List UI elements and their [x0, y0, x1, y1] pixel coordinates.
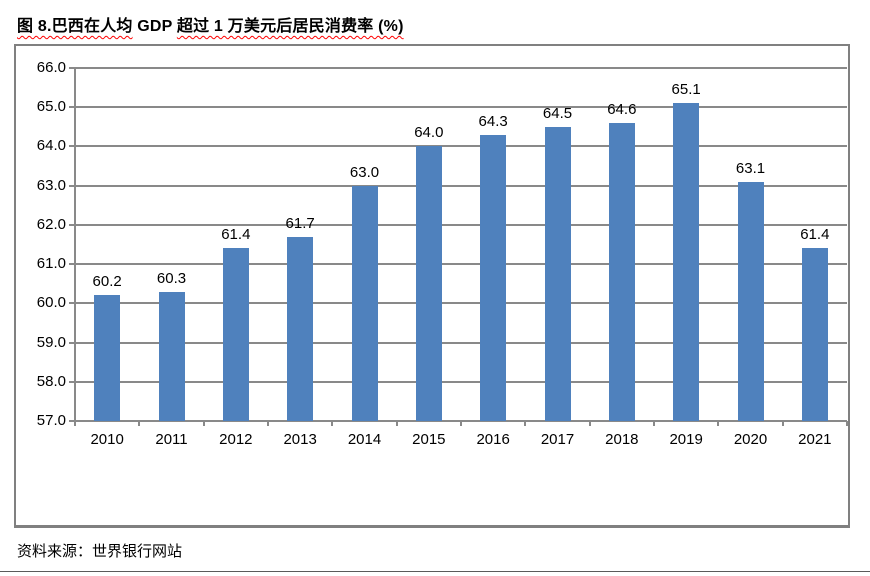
bar — [351, 185, 378, 421]
x-tick — [331, 421, 334, 426]
y-tick-label: 59.0 — [36, 333, 66, 351]
y-tick-label: 62.0 — [36, 215, 66, 233]
x-tick — [74, 421, 76, 426]
gridline — [75, 223, 847, 226]
bar — [544, 126, 571, 421]
x-category-label: 2021 — [798, 431, 832, 448]
x-tick — [781, 421, 784, 426]
source-note: 资料来源：世界银行网站 — [17, 543, 183, 560]
bar — [480, 134, 507, 421]
y-axis-line — [74, 68, 76, 422]
x-category-label: 2020 — [733, 431, 768, 448]
x-tick — [524, 421, 527, 426]
gridline — [75, 302, 847, 305]
x-tick — [588, 421, 591, 426]
x-tick — [202, 421, 205, 426]
y-tick — [69, 145, 75, 148]
chart-title: 图 8.巴西在人均 GDP 超过 1 万美元后居民消费率 (%) — [17, 12, 404, 36]
y-tick — [69, 263, 75, 266]
y-tick-label: 65.0 — [36, 98, 66, 116]
x-category-label: 2011 — [155, 431, 188, 448]
gridline — [75, 380, 847, 383]
y-tick-label: 60.0 — [36, 294, 66, 312]
bar-value-label: 64.6 — [607, 100, 637, 118]
bar-value-label: 65.1 — [671, 81, 701, 99]
x-category-label: 2010 — [90, 431, 124, 448]
bar — [222, 248, 249, 421]
x-category-label: 2017 — [540, 431, 575, 448]
y-tick — [69, 341, 75, 344]
bar-value-label: 61.7 — [285, 214, 315, 232]
bar-value-label: 64.5 — [542, 104, 573, 122]
bar — [673, 103, 700, 421]
y-tick — [69, 420, 75, 422]
bar — [608, 122, 635, 421]
gridline — [75, 67, 847, 69]
bar-value-label: 61.4 — [221, 226, 251, 244]
bar-value-label: 64.3 — [478, 112, 508, 130]
bar-value-label: 60.2 — [92, 273, 122, 291]
bar — [94, 295, 121, 421]
title-segment: GDP — [132, 18, 177, 35]
title-segment: 超过 1 万美元后居民消费率 (%) — [176, 18, 404, 35]
bar — [737, 181, 764, 421]
x-category-label: 2019 — [669, 431, 703, 448]
y-tick-label: 61.0 — [36, 255, 66, 273]
title-segment: 图 8.巴西在人均 — [17, 18, 133, 35]
x-tick — [460, 421, 462, 426]
gridline — [75, 184, 847, 187]
bar — [415, 146, 442, 421]
x-category-label: 2014 — [347, 431, 382, 448]
x-tick — [138, 421, 141, 426]
y-tick-label: 66.0 — [36, 59, 66, 76]
bar — [801, 248, 828, 421]
x-category-label: 2013 — [283, 431, 317, 448]
x-tick — [653, 421, 655, 426]
y-tick-label: 64.0 — [36, 137, 66, 155]
bottom-divider — [0, 571, 870, 572]
x-tick — [395, 421, 398, 426]
y-tick — [69, 106, 75, 109]
y-tick — [69, 380, 75, 383]
gridline — [75, 106, 847, 109]
bar-value-label: 63.0 — [349, 163, 380, 181]
bar-value-label: 63.1 — [735, 159, 766, 177]
y-tick — [69, 67, 75, 69]
y-tick-label: 63.0 — [36, 176, 66, 194]
x-category-label: 2018 — [605, 431, 639, 448]
y-tick-label: 57.0 — [36, 412, 66, 429]
gridline — [75, 263, 847, 266]
x-category-label: 2016 — [476, 431, 510, 448]
y-tick-label: 58.0 — [36, 372, 66, 390]
bar-value-label: 64.0 — [414, 124, 444, 142]
x-category-label: 2015 — [412, 431, 446, 448]
y-tick — [69, 223, 75, 226]
bar — [287, 236, 314, 421]
y-tick — [69, 302, 75, 305]
x-tick — [267, 421, 269, 426]
gridline — [75, 145, 847, 148]
bar — [158, 291, 185, 421]
bar-value-label: 60.3 — [156, 269, 187, 287]
y-tick — [69, 184, 75, 187]
bar-value-label: 61.4 — [800, 226, 830, 244]
x-tick — [717, 421, 720, 426]
x-tick — [846, 421, 848, 426]
x-category-label: 2012 — [219, 431, 253, 448]
gridline — [75, 341, 847, 344]
